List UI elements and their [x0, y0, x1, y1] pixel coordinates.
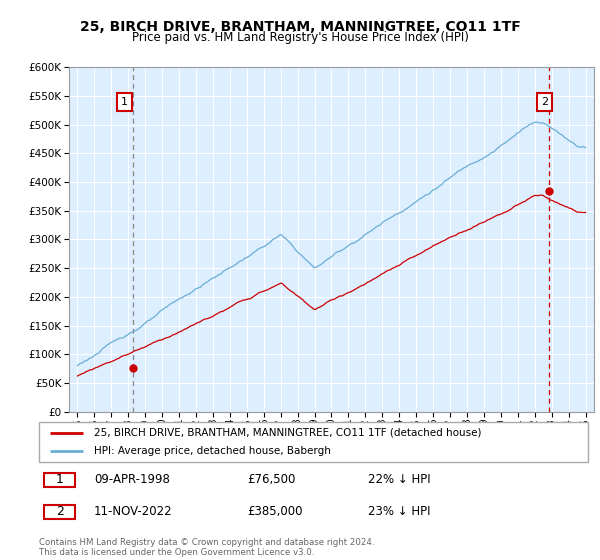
FancyBboxPatch shape	[39, 422, 588, 462]
Text: 1: 1	[121, 97, 128, 106]
Text: 11-NOV-2022: 11-NOV-2022	[94, 505, 173, 519]
Text: HPI: Average price, detached house, Babergh: HPI: Average price, detached house, Babe…	[94, 446, 331, 456]
Text: 22% ↓ HPI: 22% ↓ HPI	[368, 473, 431, 486]
FancyBboxPatch shape	[44, 505, 74, 519]
FancyBboxPatch shape	[44, 473, 74, 487]
Text: 2: 2	[56, 505, 64, 519]
Text: 1: 1	[56, 473, 64, 486]
Text: 25, BIRCH DRIVE, BRANTHAM, MANNINGTREE, CO11 1TF (detached house): 25, BIRCH DRIVE, BRANTHAM, MANNINGTREE, …	[94, 428, 481, 438]
Text: £76,500: £76,500	[248, 473, 296, 486]
Text: Contains HM Land Registry data © Crown copyright and database right 2024.
This d: Contains HM Land Registry data © Crown c…	[39, 538, 374, 557]
Text: 25, BIRCH DRIVE, BRANTHAM, MANNINGTREE, CO11 1TF: 25, BIRCH DRIVE, BRANTHAM, MANNINGTREE, …	[80, 20, 520, 34]
Text: £385,000: £385,000	[248, 505, 303, 519]
Text: Price paid vs. HM Land Registry's House Price Index (HPI): Price paid vs. HM Land Registry's House …	[131, 31, 469, 44]
Text: 23% ↓ HPI: 23% ↓ HPI	[368, 505, 431, 519]
Text: 09-APR-1998: 09-APR-1998	[94, 473, 170, 486]
Text: 2: 2	[541, 97, 548, 106]
